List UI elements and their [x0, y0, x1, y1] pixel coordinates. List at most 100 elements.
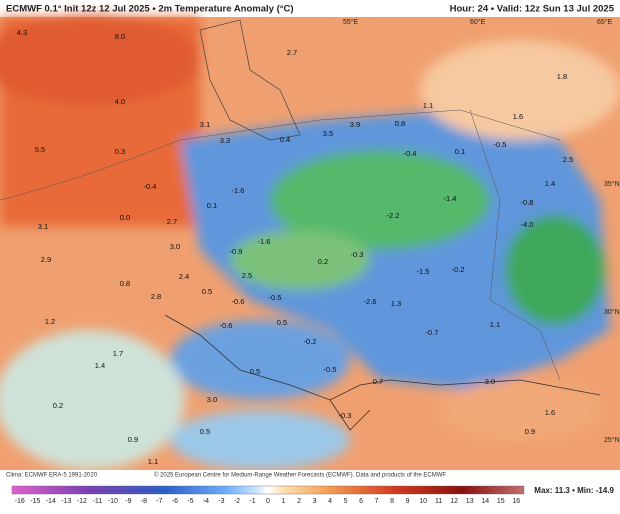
anomaly-value: 1.1: [490, 320, 500, 329]
anomaly-value: 0.1: [455, 147, 465, 156]
anomaly-value: -0.2: [304, 337, 317, 346]
colorbar-label: 8: [390, 498, 394, 505]
colorbar-label: -8: [141, 498, 147, 505]
colorbar-label: 5: [344, 498, 348, 505]
colorbar-label: -1: [249, 498, 255, 505]
anomaly-value: 0.3: [115, 147, 125, 156]
colorbar-label: 11: [435, 498, 442, 505]
anomaly-value: -2.6: [364, 297, 377, 306]
anomaly-value: 3.3: [220, 136, 230, 145]
anomaly-value: -0.3: [351, 250, 364, 259]
anomaly-value: 3.9: [350, 120, 360, 129]
colorbar-label: -3: [218, 498, 224, 505]
colorbar-label: -4: [203, 498, 209, 505]
anomaly-value: 3.0: [170, 242, 180, 251]
anomaly-value: 0.5: [202, 287, 212, 296]
anomaly-value: -1.5: [417, 267, 430, 276]
colorbar-label: 6: [359, 498, 363, 505]
anomaly-value: -0.5: [494, 140, 507, 149]
anomaly-value: 0.0: [120, 213, 130, 222]
anomaly-value: 0.5: [200, 427, 210, 436]
header-title: ECMWF 0.1° Init 12z 12 Jul 2025 • 2m Tem…: [6, 4, 294, 15]
anomaly-value: 5.5: [35, 145, 45, 154]
colorbar-label: 16: [512, 498, 520, 505]
colorbar-label: 4: [328, 498, 332, 505]
anomaly-value: 1.2: [45, 317, 55, 326]
anomaly-value: 2.5: [242, 271, 252, 280]
anomaly-value: 0.5: [250, 367, 260, 376]
colorbar-label: -16: [15, 498, 25, 505]
grid-label: 25°N: [604, 436, 620, 444]
anomaly-value: -2.2: [387, 211, 400, 220]
colorbar-label: -10: [108, 498, 118, 505]
anomaly-value: 0.9: [525, 427, 535, 436]
colorbar: [11, 485, 525, 495]
grid-label: 65°E: [597, 18, 613, 26]
anomaly-value: 2.7: [287, 48, 297, 57]
anomaly-value: 0.9: [128, 435, 138, 444]
colorbar-label: 10: [419, 498, 427, 505]
map-area: [0, 15, 620, 470]
anomaly-value: 1.4: [545, 179, 555, 188]
anomaly-value: -1.4: [444, 194, 457, 203]
anomaly-value: -4.0: [521, 220, 534, 229]
anomaly-value: -0.4: [404, 149, 417, 158]
anomaly-value: -0.2: [452, 265, 465, 274]
colorbar-label: 14: [481, 498, 489, 505]
anomaly-value: 0.5: [277, 318, 287, 327]
colorbar-label: -15: [30, 498, 40, 505]
grid-label: 30°N: [604, 308, 620, 316]
colorbar-label: -12: [77, 498, 87, 505]
anomaly-value: 4.3: [17, 28, 27, 37]
anomaly-value: 0.2: [53, 401, 63, 410]
anomaly-value: 2.8: [151, 292, 161, 301]
colorbar-label: -2: [234, 498, 240, 505]
anomaly-value: -0.6: [232, 297, 245, 306]
anomaly-value: 0.1: [207, 201, 217, 210]
colorbar-label: -11: [93, 498, 103, 505]
colorbar-label: -9: [125, 498, 131, 505]
anomaly-value: -0.3: [339, 411, 352, 420]
anomaly-value: 1.6: [545, 408, 555, 417]
anomaly-value: 2.5: [563, 155, 573, 164]
anomaly-value: 0.8: [120, 279, 130, 288]
anomaly-value: 1.1: [148, 457, 158, 466]
anomaly-value: 1.6: [513, 112, 523, 121]
anomaly-value: -0.4: [144, 182, 157, 191]
anomaly-value: 1.7: [113, 349, 123, 358]
anomaly-value: 3.5: [323, 129, 333, 138]
anomaly-value: 2.7: [167, 217, 177, 226]
clima-note: Clima: ECMWF ERA-5 1991-2020: [6, 473, 98, 479]
anomaly-value: -1.6: [258, 237, 271, 246]
anomaly-value: -0.5: [269, 293, 282, 302]
grid-label: 35°N: [604, 180, 620, 188]
anomaly-value: 8.0: [115, 32, 125, 41]
header-valid: Hour: 24 • Valid: 12z Sun 13 Jul 2025: [450, 4, 615, 15]
colorbar-label: 0: [266, 498, 270, 505]
colorbar-label: 1: [282, 498, 286, 505]
anomaly-value: 3.1: [200, 120, 210, 129]
colorbar-label: 9: [406, 498, 410, 505]
anomaly-value: 1.3: [391, 299, 401, 308]
anomaly-value: 0.8: [395, 119, 405, 128]
colorbar-label: 2: [297, 498, 301, 505]
colorbar-label: -6: [172, 498, 178, 505]
colorbar-label: 15: [497, 498, 505, 505]
colorbar-label: -5: [187, 498, 193, 505]
anomaly-value: 1.8: [557, 72, 567, 81]
anomaly-value: -1.6: [232, 186, 245, 195]
colorbar-label: -14: [46, 498, 56, 505]
colorbar-label: 13: [466, 498, 474, 505]
anomaly-value: 0.7: [373, 377, 383, 386]
anomaly-value: -0.5: [324, 365, 337, 374]
grid-label: 60°E: [470, 18, 486, 26]
colorbar-label: 7: [375, 498, 379, 505]
colorbar-label: 3: [313, 498, 317, 505]
anomaly-value: 4.0: [115, 97, 125, 106]
anomaly-value: 3.0: [207, 395, 217, 404]
anomaly-value: -0.9: [230, 247, 243, 256]
header-bar: [0, 0, 620, 17]
anomaly-value: 1.4: [95, 361, 105, 370]
